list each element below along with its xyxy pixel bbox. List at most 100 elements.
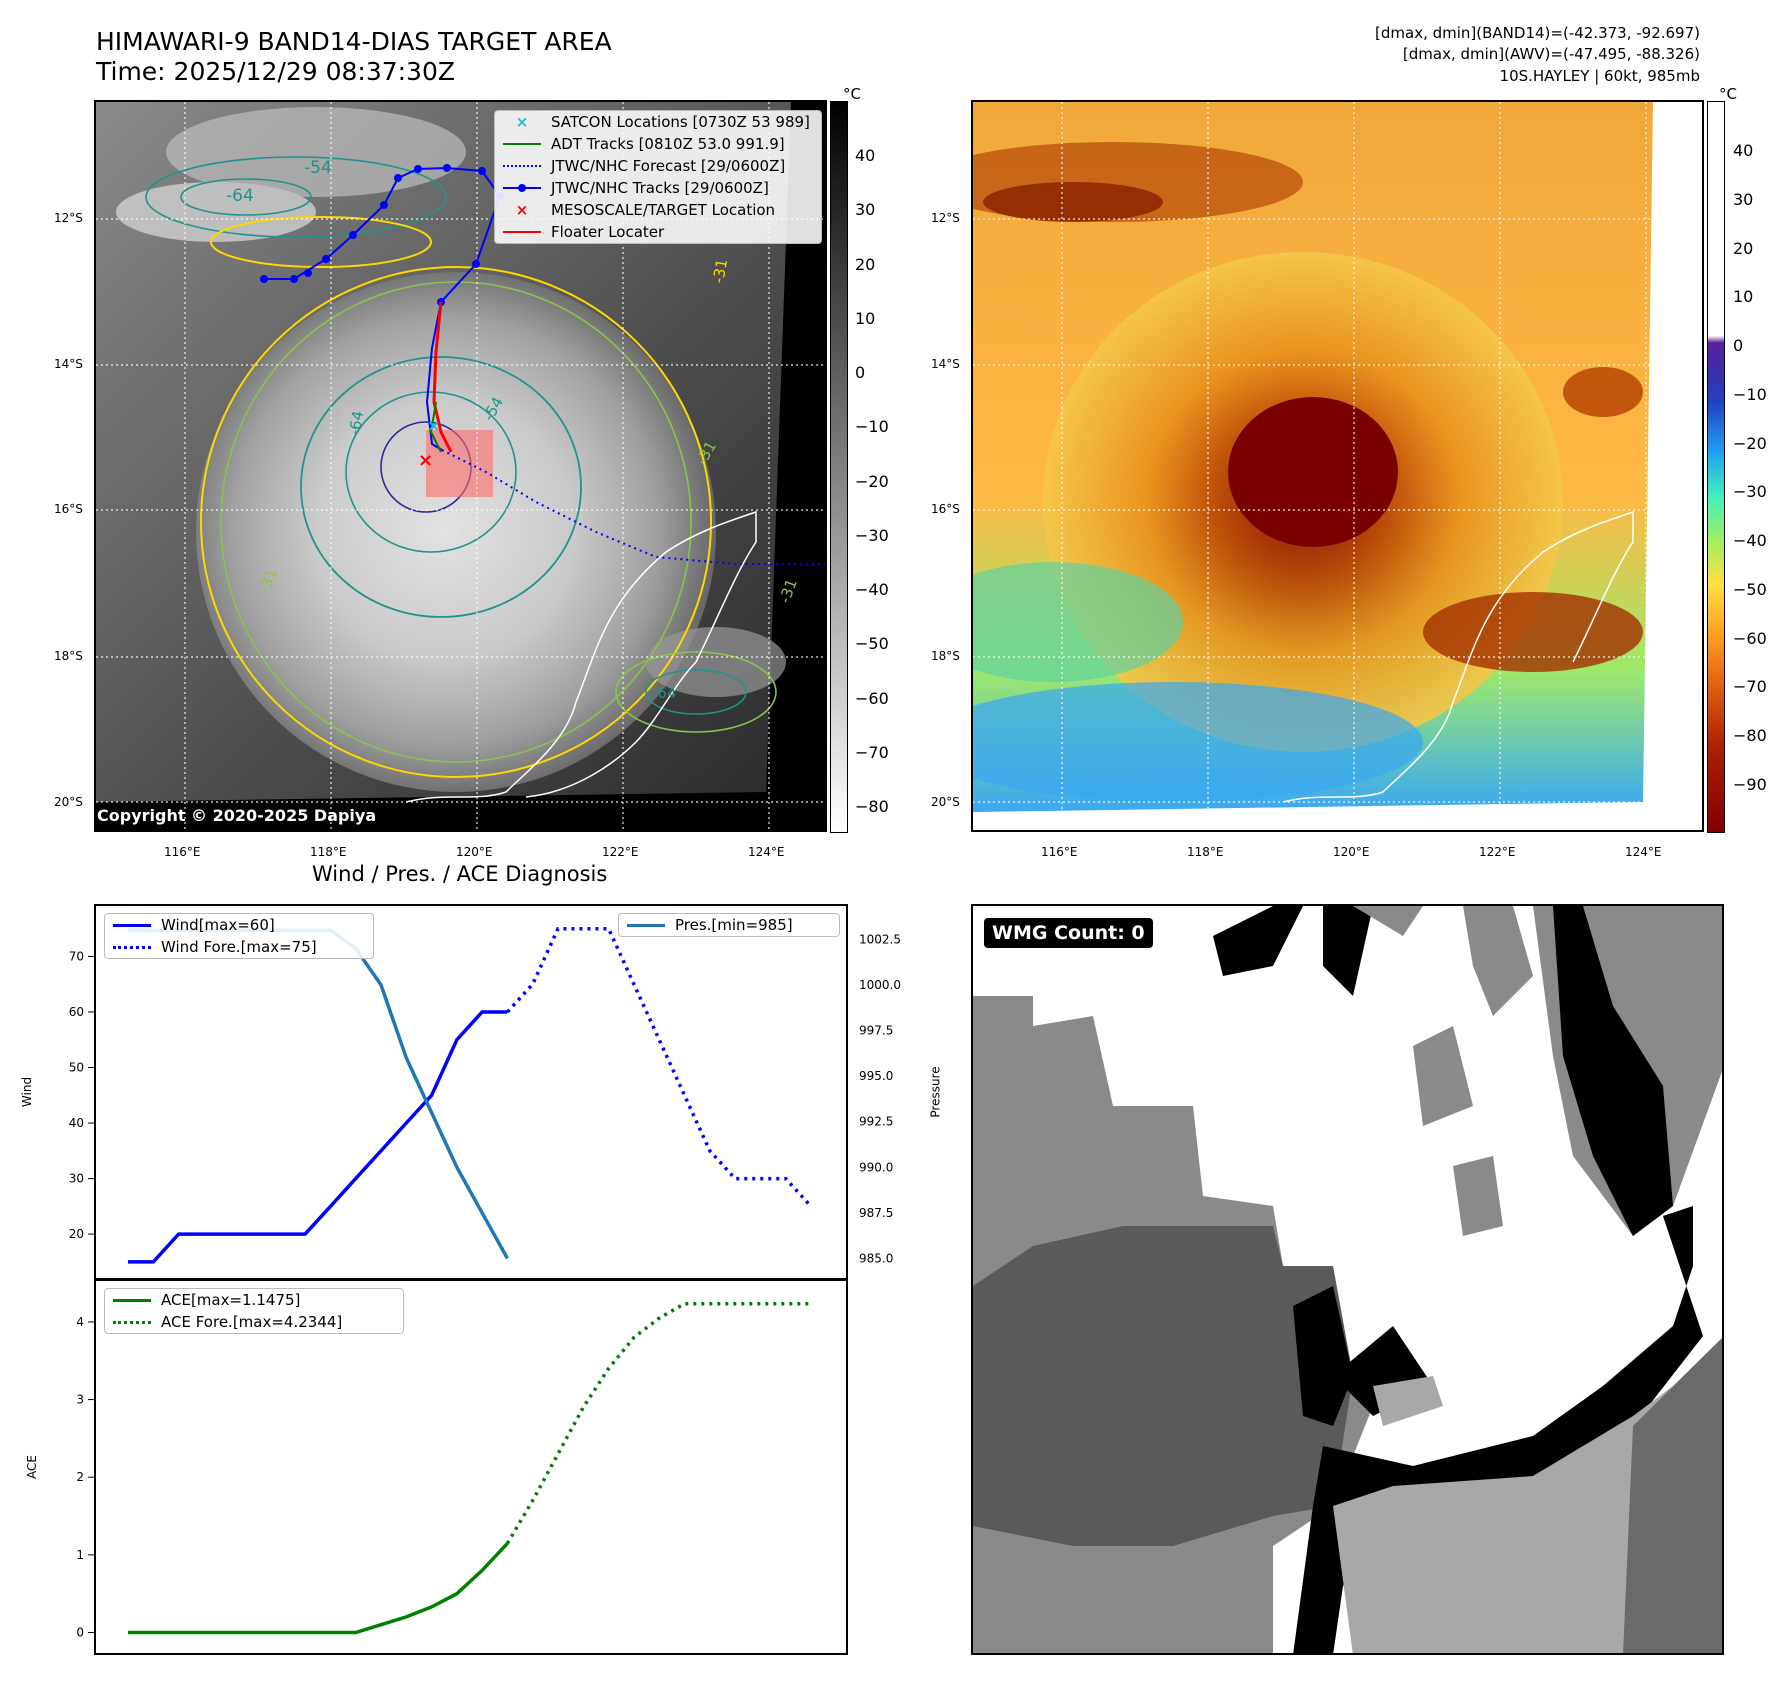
ir-colorbar-tick: −50 [855, 634, 889, 654]
legend-item-satcon: × SATCON Locations [0730Z 53 989] [495, 111, 821, 133]
wv-colorbar-tick: 10 [1733, 287, 1754, 307]
wv-colorbar-tick: 20 [1733, 238, 1754, 258]
ir-colorbar-tick: 10 [855, 308, 876, 328]
ace-legend: ACE[max=1.1475] ACE Fore.[max=4.2344] [104, 1288, 404, 1334]
y-tick-label: 2 [76, 1470, 84, 1484]
solid-line-icon [113, 923, 151, 927]
contour-label: -64 [226, 186, 254, 206]
chart-title-line2: Time: 2025/12/29 08:37:30Z [96, 57, 455, 86]
legend-item-forecast: JTWC/NHC Forecast [29/0600Z] [495, 155, 821, 177]
legend-item-target: × MESOSCALE/TARGET Location [495, 199, 821, 221]
y-tick-label: 20 [69, 1227, 84, 1241]
x-marker-icon: × [515, 113, 529, 131]
diagnosis-title: Wind / Pres. / ACE Diagnosis [312, 862, 608, 886]
lon-tick-label: 118°E [1187, 845, 1224, 859]
legend-label: Floater Locater [551, 223, 665, 241]
y-tick-label: 1 [76, 1548, 84, 1562]
legend-item-ace-forecast: ACE Fore.[max=4.2344] [105, 1311, 403, 1333]
ir-map-panel: × × -54 -64 -31 -54 -64 -31 -31 -64 -31 … [94, 100, 827, 832]
y-right-tick-label: 1000.0 [859, 978, 901, 992]
stats-line1: [dmax, dmin](BAND14)=(-42.373, -92.697) [1375, 24, 1700, 42]
dotted-line-icon [113, 1320, 151, 1324]
contour-label: -54 [304, 158, 332, 178]
legend-label: SATCON Locations [0730Z 53 989] [551, 113, 810, 131]
ir-colorbar-tick: −30 [855, 525, 889, 545]
wv-colorbar-tick: 0 [1733, 336, 1744, 356]
legend-item-floater: Floater Locater [495, 221, 821, 243]
legend-item-wind-forecast: Wind Fore.[max=75] [105, 936, 373, 958]
wind-axis-label: Wind [20, 1076, 35, 1108]
series-line-0 [128, 1010, 508, 1264]
ir-colorbar-tick: −40 [855, 580, 889, 599]
wv-colorbar-tick: 40 [1733, 141, 1754, 160]
ir-colorbar-tick: 20 [855, 254, 876, 274]
x-marker-icon: × [515, 201, 529, 219]
pressure-legend: Pres.[min=985] [618, 913, 840, 937]
lat-tick-label: 18°S [931, 649, 960, 663]
solid-line-icon [503, 143, 541, 145]
solid-line-icon [113, 1298, 151, 1302]
y-tick-label: 70 [69, 949, 84, 963]
legend-label: Pres.[min=985] [675, 916, 793, 934]
ir-colorbar-tick: 0 [855, 363, 866, 382]
ir-colorbar-tick: −80 [855, 797, 889, 816]
wv-colorbar-tick: −20 [1733, 433, 1767, 453]
wv-colorbar-tick: −30 [1733, 482, 1767, 502]
y-right-tick-label: 1002.5 [859, 932, 901, 946]
lon-tick-label: 124°E [1625, 845, 1662, 859]
y-right-tick-label: 997.5 [859, 1024, 893, 1038]
copyright-text: Copyright © 2020-2025 Dapiya [97, 806, 377, 825]
wv-colorbar-tick: −80 [1733, 726, 1767, 746]
wv-colorbar-tick: −70 [1733, 677, 1767, 697]
lat-tick-label: 20°S [931, 795, 960, 809]
ir-colorbar-tick: −10 [855, 417, 889, 437]
svg-text:×: × [418, 450, 433, 471]
y-tick-label: 3 [76, 1393, 84, 1407]
y-right-tick-label: 995.0 [859, 1069, 893, 1083]
ir-map-image: × × [96, 102, 825, 830]
legend-label: JTWC/NHC Tracks [29/0600Z] [551, 179, 769, 197]
y-tick-label: 50 [69, 1061, 84, 1075]
y-right-tick-label: 992.5 [859, 1115, 893, 1129]
pressure-axis-label: Pressure [928, 1066, 943, 1118]
lat-tick-label: 14°S [931, 357, 960, 371]
solid-line-icon [503, 231, 541, 233]
y-right-tick-label: 990.0 [859, 1160, 893, 1174]
lat-tick-label: 16°S [54, 502, 83, 516]
ir-colorbar-unit: °C [843, 85, 861, 103]
wv-map-panel [971, 100, 1704, 832]
y-right-tick-label: 987.5 [859, 1206, 893, 1220]
y-right-tick-label: 985.0 [859, 1251, 893, 1265]
lat-tick-label: 12°S [931, 211, 960, 225]
ir-colorbar [830, 101, 848, 833]
lon-tick-label: 120°E [456, 845, 493, 859]
legend-item-adt: ADT Tracks [0810Z 53.0 991.9] [495, 133, 821, 155]
wind-legend: Wind[max=60] Wind Fore.[max=75] [104, 913, 374, 959]
wv-colorbar-tick: −10 [1733, 384, 1767, 404]
wv-colorbar-tick: −40 [1733, 531, 1767, 551]
lon-tick-label: 116°E [164, 845, 201, 859]
lat-tick-label: 20°S [54, 795, 83, 809]
wv-colorbar-tick: −60 [1733, 628, 1767, 648]
contour-label: -64 [652, 684, 677, 702]
legend-label: ADT Tracks [0810Z 53.0 991.9] [551, 135, 785, 153]
y-tick-label: 30 [69, 1172, 84, 1186]
ir-colorbar-tick: 30 [855, 200, 876, 220]
wv-colorbar-tick: −50 [1733, 579, 1767, 599]
y-tick-label: 4 [76, 1315, 84, 1329]
legend-item-tracks: JTWC/NHC Tracks [29/0600Z] [495, 177, 821, 199]
lat-tick-label: 12°S [54, 211, 83, 225]
legend-item-pressure: Pres.[min=985] [619, 914, 839, 936]
ace-chart: 4 3 2 1 0 [76, 1279, 848, 1655]
y-tick-label: 40 [69, 1116, 84, 1130]
lon-tick-label: 124°E [748, 845, 785, 859]
dotted-line-icon [113, 945, 151, 949]
legend-label: Wind[max=60] [161, 916, 275, 934]
wmg-panel [971, 904, 1724, 1655]
ace-axis-label: ACE [24, 1455, 39, 1479]
legend-label: ACE Fore.[max=4.2344] [161, 1313, 343, 1331]
map-legend: × SATCON Locations [0730Z 53 989] ADT Tra… [494, 110, 822, 244]
legend-label: ACE[max=1.1475] [161, 1291, 301, 1309]
wv-colorbar [1707, 101, 1725, 833]
lat-tick-label: 18°S [54, 649, 83, 663]
